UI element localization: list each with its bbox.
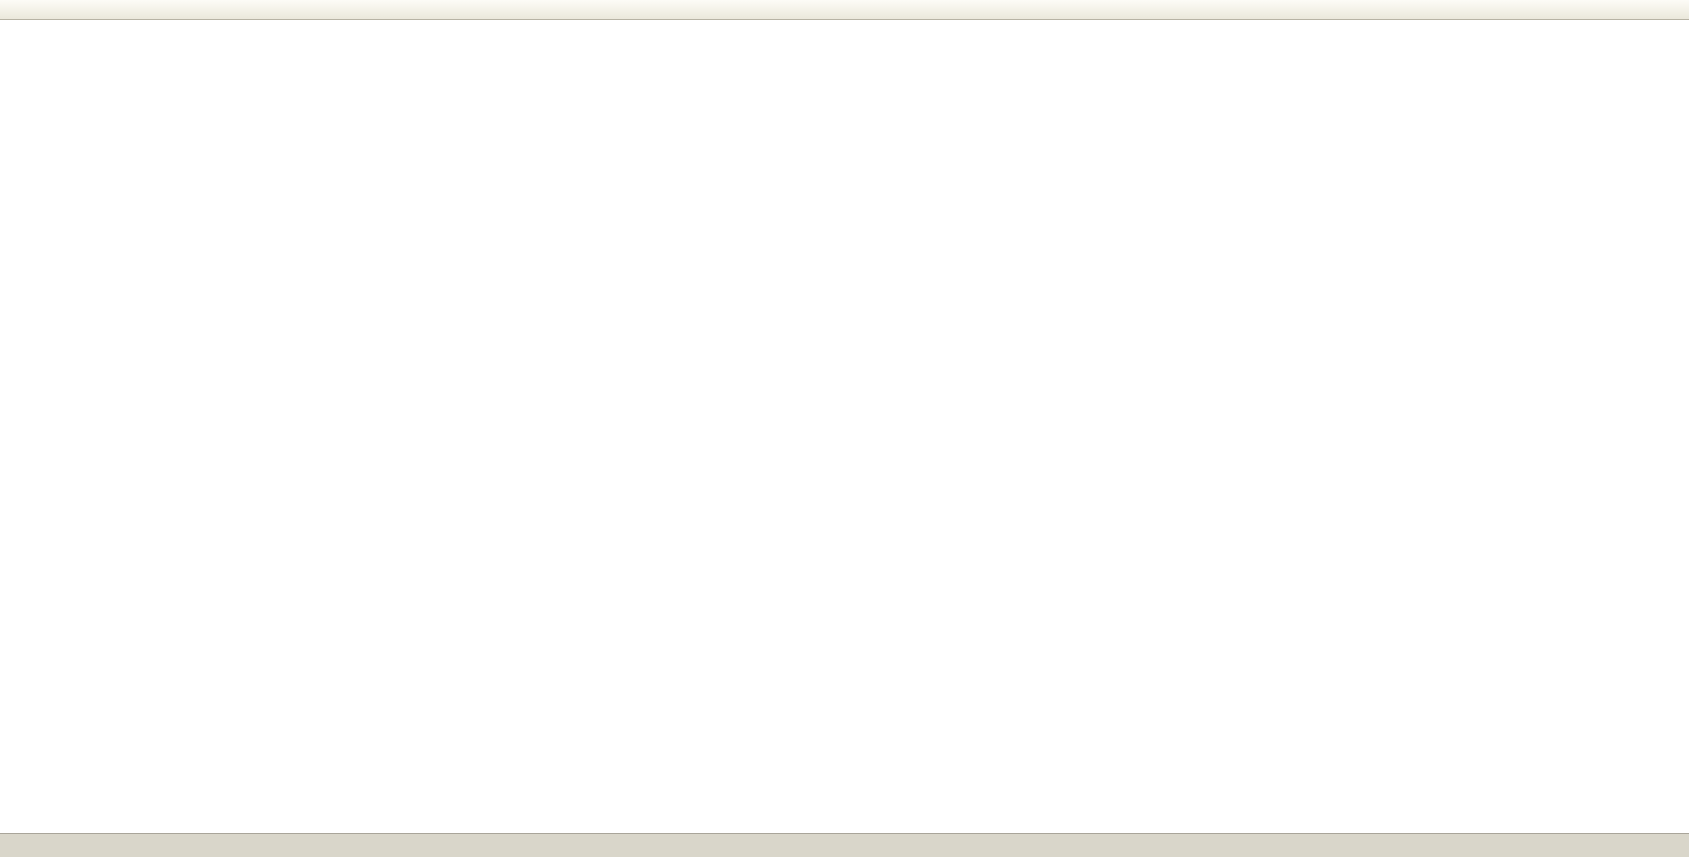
price-chart-canvas[interactable]: [0, 20, 1689, 792]
bottom-panel-strip: [0, 833, 1689, 857]
main-toolbar: [0, 0, 1689, 20]
chart-window: [0, 20, 1689, 792]
